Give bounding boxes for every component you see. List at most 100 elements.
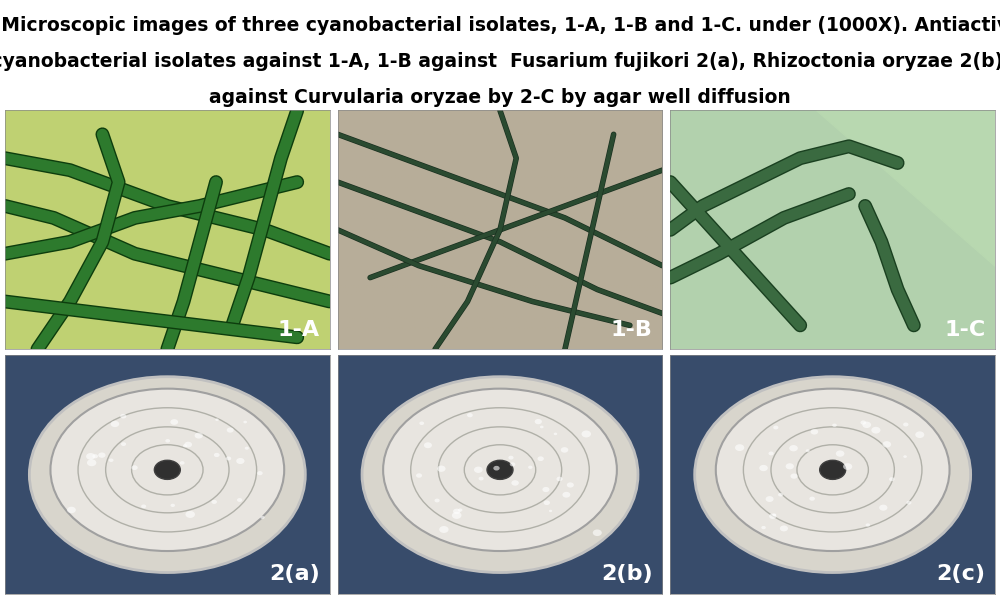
Circle shape xyxy=(131,465,138,470)
Circle shape xyxy=(120,414,126,418)
Circle shape xyxy=(453,509,460,514)
Circle shape xyxy=(424,442,432,448)
Text: the cyanobacterial isolates against 1-A, 1-B against  ​Fusarium fujikori​ 2(a), : the cyanobacterial isolates against 1-A,… xyxy=(0,51,1000,70)
Ellipse shape xyxy=(29,377,305,573)
Circle shape xyxy=(832,423,837,427)
Circle shape xyxy=(790,473,798,479)
Circle shape xyxy=(866,524,870,527)
Circle shape xyxy=(843,463,852,470)
Circle shape xyxy=(184,442,192,447)
Circle shape xyxy=(180,461,185,464)
Circle shape xyxy=(879,504,887,510)
Circle shape xyxy=(768,451,774,456)
Circle shape xyxy=(165,439,170,442)
Circle shape xyxy=(811,429,818,435)
Circle shape xyxy=(243,421,247,423)
Circle shape xyxy=(871,427,880,433)
Circle shape xyxy=(906,501,911,504)
Circle shape xyxy=(416,473,422,478)
Circle shape xyxy=(487,460,513,479)
Circle shape xyxy=(540,426,544,428)
Circle shape xyxy=(458,509,462,512)
Circle shape xyxy=(766,496,774,502)
Ellipse shape xyxy=(695,377,971,573)
Circle shape xyxy=(786,463,794,469)
Text: 1-B: 1-B xyxy=(611,319,653,340)
Circle shape xyxy=(820,460,846,479)
Circle shape xyxy=(109,458,114,462)
Polygon shape xyxy=(816,110,995,266)
Circle shape xyxy=(185,511,195,518)
Circle shape xyxy=(98,453,106,458)
Circle shape xyxy=(735,444,744,451)
Circle shape xyxy=(467,413,473,417)
Circle shape xyxy=(227,427,234,433)
Circle shape xyxy=(508,456,514,460)
Circle shape xyxy=(215,418,219,421)
Circle shape xyxy=(889,477,895,481)
Circle shape xyxy=(593,530,602,536)
Circle shape xyxy=(761,526,766,530)
Circle shape xyxy=(809,497,815,501)
Circle shape xyxy=(511,480,519,486)
Ellipse shape xyxy=(716,389,950,551)
Circle shape xyxy=(836,450,844,457)
Circle shape xyxy=(86,453,95,460)
Text: against ​Curvularia oryzae​ by 2-C by agar well diffusion: against ​Curvularia oryzae​ by 2-C by ag… xyxy=(209,88,791,107)
Circle shape xyxy=(493,466,500,470)
Circle shape xyxy=(67,507,76,513)
Circle shape xyxy=(773,426,778,429)
Circle shape xyxy=(452,512,462,519)
Circle shape xyxy=(245,447,249,450)
Circle shape xyxy=(860,420,866,424)
Circle shape xyxy=(171,504,175,507)
Circle shape xyxy=(903,456,907,458)
Circle shape xyxy=(439,526,449,533)
Circle shape xyxy=(236,458,245,464)
Circle shape xyxy=(915,432,924,438)
Circle shape xyxy=(759,465,768,471)
Circle shape xyxy=(170,419,178,425)
Ellipse shape xyxy=(50,389,284,551)
Circle shape xyxy=(214,453,220,457)
Circle shape xyxy=(226,457,231,460)
Circle shape xyxy=(862,421,871,428)
Circle shape xyxy=(528,466,533,469)
Circle shape xyxy=(554,433,557,435)
Circle shape xyxy=(257,471,263,475)
Circle shape xyxy=(154,460,180,479)
Circle shape xyxy=(92,454,98,458)
Text: 1-C: 1-C xyxy=(944,319,985,340)
Circle shape xyxy=(183,444,187,447)
Circle shape xyxy=(544,500,550,505)
Circle shape xyxy=(537,456,544,461)
Circle shape xyxy=(141,504,146,508)
Circle shape xyxy=(479,477,484,481)
Circle shape xyxy=(260,516,265,519)
Circle shape xyxy=(903,423,908,426)
Circle shape xyxy=(556,476,563,481)
Ellipse shape xyxy=(383,389,617,551)
Text: 2(c): 2(c) xyxy=(936,564,985,584)
Circle shape xyxy=(435,498,440,503)
Text: 1-A: 1-A xyxy=(278,319,320,340)
Circle shape xyxy=(562,492,570,498)
Circle shape xyxy=(882,441,891,448)
Circle shape xyxy=(542,487,549,492)
Circle shape xyxy=(769,513,776,519)
Circle shape xyxy=(567,482,574,488)
Circle shape xyxy=(437,466,446,472)
Text: Fig 1: Microscopic images of three cyanobacterial isolates, 1-A, 1-B and 1-C. un: Fig 1: Microscopic images of three cyano… xyxy=(0,16,1000,35)
Circle shape xyxy=(510,462,515,466)
Circle shape xyxy=(211,500,217,504)
Circle shape xyxy=(778,493,783,497)
Ellipse shape xyxy=(362,377,638,573)
Circle shape xyxy=(549,510,552,512)
Circle shape xyxy=(535,419,542,424)
Circle shape xyxy=(87,459,96,466)
Circle shape xyxy=(419,421,424,425)
Circle shape xyxy=(111,421,119,427)
Circle shape xyxy=(561,447,568,453)
Text: 2(a): 2(a) xyxy=(269,564,320,584)
Circle shape xyxy=(789,445,798,451)
